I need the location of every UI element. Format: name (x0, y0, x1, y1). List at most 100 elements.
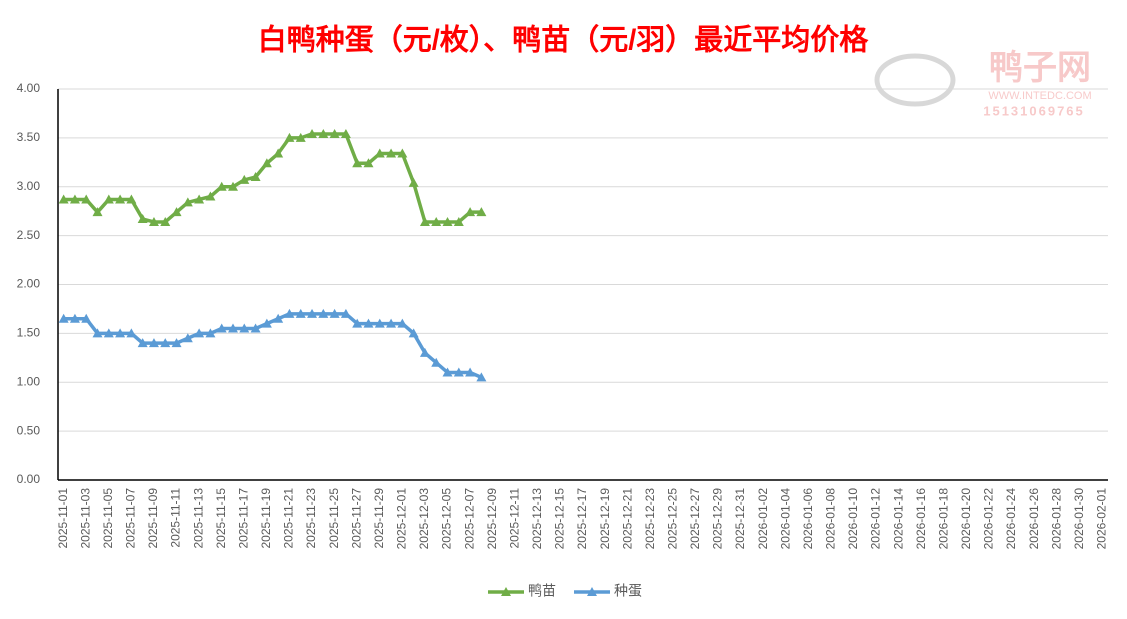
point-marker (442, 367, 453, 377)
chart-title: 白鸭种蛋（元/枚）、鸭苗（元/羽）最近平均价格 (258, 24, 870, 57)
point-marker (273, 313, 284, 323)
point-marker (137, 338, 148, 348)
point-marker (352, 318, 363, 328)
point-marker (453, 216, 464, 226)
y-tick-label: 4.00 (17, 81, 41, 95)
x-tick-label: 2026-01-02 (756, 488, 770, 550)
watermark-site: WWW.INTEDC.COM (988, 90, 1091, 102)
point-marker (228, 181, 238, 191)
point-marker (81, 194, 92, 204)
x-tick-label: 2025-11-05 (101, 488, 115, 549)
y-tick-label: 3.50 (17, 130, 41, 144)
x-tick-label: 2026-01-24 (1004, 488, 1018, 550)
x-tick-label: 2025-12-09 (485, 488, 499, 550)
point-marker (363, 158, 374, 168)
x-tick-label: 2025-12-19 (598, 488, 612, 550)
x-tick-label: 2025-11-19 (259, 488, 273, 549)
point-marker (103, 194, 114, 204)
x-tick-label: 2026-01-04 (778, 488, 792, 550)
x-tick-label: 2025-12-01 (395, 488, 409, 550)
series-line (63, 132, 482, 224)
x-tick-label: 2025-12-31 (733, 488, 747, 550)
x-tick-label: 2025-11-03 (78, 488, 92, 549)
point-marker (329, 308, 340, 318)
point-marker (194, 194, 205, 204)
point-marker (431, 216, 442, 226)
y-tick-label: 1.50 (17, 326, 41, 340)
x-tick-label: 2025-12-23 (643, 488, 657, 550)
point-marker (250, 171, 261, 181)
x-tick-label: 2026-01-14 (891, 488, 905, 550)
x-tick-label: 2026-01-16 (914, 488, 928, 550)
point-marker (465, 367, 476, 377)
point-marker (137, 214, 148, 224)
x-tick-label: 2025-11-17 (236, 488, 250, 549)
legend-marker (501, 587, 511, 596)
x-tick-label: 2025-11-25 (327, 488, 341, 549)
point-marker (476, 207, 487, 217)
watermark-logo-shape (874, 53, 956, 107)
point-marker (453, 367, 464, 377)
point-marker (465, 207, 476, 217)
x-tick-label: 2025-11-01 (56, 488, 70, 549)
watermark: 鸭子网 WWW.INTEDC.COM 15131069765 (874, 49, 1092, 118)
x-tick-label: 2025-12-27 (688, 488, 702, 550)
point-marker (92, 328, 103, 338)
point-marker (374, 148, 385, 158)
x-tick-label: 2026-01-18 (936, 488, 950, 550)
x-tick-label: 2026-01-26 (1027, 488, 1041, 550)
x-tick-label: 2025-11-15 (214, 488, 228, 549)
point-marker (307, 308, 318, 318)
point-marker (431, 357, 442, 367)
point-marker (397, 318, 408, 328)
point-marker (419, 347, 430, 357)
point-marker (307, 128, 318, 138)
x-tick-label: 2025-12-05 (440, 488, 454, 550)
x-tick-label: 2025-11-09 (146, 488, 160, 549)
point-marker (148, 338, 159, 348)
x-tick-label: 2025-11-13 (191, 488, 205, 549)
x-tick-label: 2026-01-20 (959, 488, 973, 550)
legend-marker (587, 587, 597, 596)
point-marker (363, 318, 374, 328)
point-marker (386, 148, 397, 158)
y-tick-label: 2.00 (17, 277, 41, 291)
x-tick-label: 2026-01-12 (869, 488, 883, 550)
point-marker (318, 128, 329, 138)
x-tick-label: 2026-01-10 (846, 488, 860, 550)
point-marker (194, 328, 205, 338)
x-tick-label: 2026-01-28 (1049, 488, 1063, 550)
y-tick-label: 1.00 (17, 374, 41, 388)
legend-label: 种蛋 (614, 583, 642, 599)
x-tick-label: 2025-12-21 (620, 488, 634, 550)
watermark-logo: 鸭子网 (989, 49, 1091, 87)
point-marker (318, 308, 329, 318)
x-tick-label: 2025-12-15 (553, 488, 567, 550)
point-marker (205, 328, 216, 338)
point-marker (295, 132, 306, 142)
x-tick-label: 2025-11-29 (372, 488, 386, 549)
x-tick-label: 2026-01-08 (824, 488, 838, 550)
point-marker (250, 323, 261, 333)
point-marker (374, 318, 385, 328)
point-marker (58, 194, 69, 204)
x-tick-label: 2026-01-30 (1072, 488, 1086, 550)
point-marker (160, 216, 171, 226)
point-marker (442, 216, 453, 226)
point-marker (228, 323, 238, 333)
point-marker (58, 313, 69, 323)
y-tick-label: 2.50 (17, 228, 41, 242)
y-tick-label: 0.00 (17, 472, 41, 486)
point-marker (239, 174, 250, 184)
point-marker (397, 148, 408, 158)
x-tick-label: 2025-11-23 (304, 488, 318, 549)
point-marker (239, 323, 250, 333)
point-marker (408, 177, 419, 187)
point-marker (103, 328, 114, 338)
point-marker (408, 328, 419, 338)
point-marker (148, 216, 159, 226)
x-tick-label: 2025-11-21 (282, 488, 296, 549)
point-marker (261, 158, 272, 168)
point-marker (126, 194, 137, 204)
